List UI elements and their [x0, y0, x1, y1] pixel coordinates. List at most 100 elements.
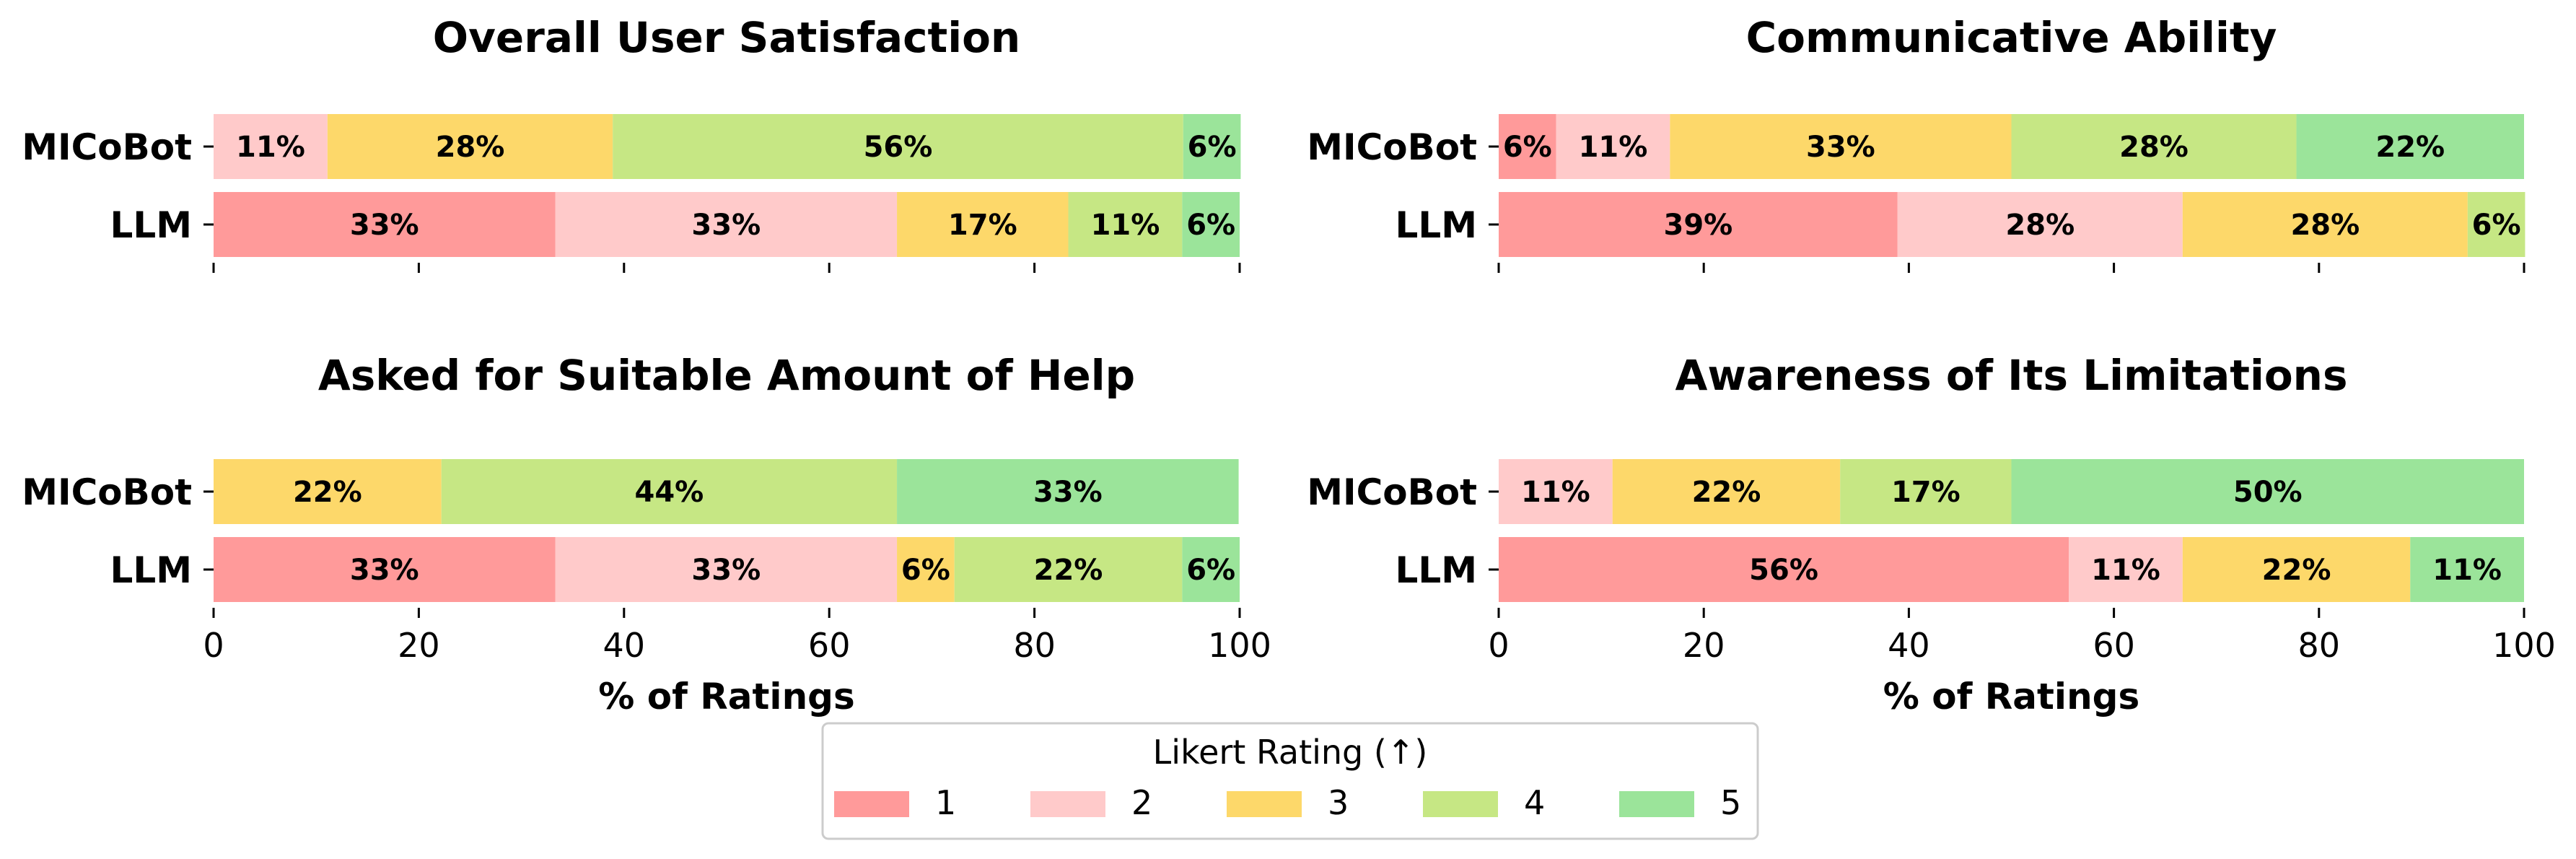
category-label: MICoBot	[1307, 126, 1477, 168]
bar-data-label: 11%	[1579, 131, 1648, 164]
chart-panel: Overall User Satisfaction 11% 28% 56% 6% MICo…	[22, 13, 1241, 273]
bar-data-label: 11%	[1091, 209, 1160, 242]
legend-swatch	[1227, 791, 1302, 817]
bar-data-label: 11%	[236, 131, 305, 164]
x-tick-label: 60	[2093, 626, 2135, 665]
bar-data-label: 33%	[350, 554, 419, 587]
bar-segment	[897, 459, 1239, 524]
category-label: MICoBot	[1307, 471, 1477, 513]
chart-title: Overall User Satisfaction	[433, 13, 1020, 62]
legend-label: 2	[1131, 783, 1152, 822]
bar-segment	[1499, 459, 1613, 524]
x-tick-label: 0	[1488, 626, 1509, 665]
bar-segment	[1612, 459, 1841, 524]
category-label: LLM	[110, 204, 192, 246]
bar-segment	[214, 114, 328, 179]
x-axis-label: % of Ratings	[598, 676, 854, 718]
x-axis-label: % of Ratings	[1883, 676, 2139, 718]
chart-panel: Asked for Suitable Amount of Help 22% 44% 3…	[22, 351, 1271, 718]
bar-segment	[214, 459, 442, 524]
bar-segment	[327, 114, 613, 179]
bar-segment	[555, 192, 898, 257]
x-tick-label: 60	[808, 626, 851, 665]
chart-title: Asked for Suitable Amount of Help	[318, 351, 1135, 400]
x-tick-label: 20	[398, 626, 440, 665]
x-tick-label: 100	[2492, 626, 2556, 665]
bar-data-label: 22%	[2375, 131, 2445, 164]
bar-data-label: 28%	[2119, 131, 2189, 164]
x-tick-label: 80	[2298, 626, 2341, 665]
bar-data-label: 56%	[1749, 554, 1818, 587]
bar-data-label: 11%	[2091, 554, 2160, 587]
bar-segment	[897, 192, 1069, 257]
category-label: LLM	[110, 549, 192, 591]
bar-segment	[1840, 459, 2012, 524]
bar-segment	[1670, 114, 2012, 179]
bar-segment	[214, 537, 556, 602]
bar-data-label: 17%	[948, 209, 1017, 242]
bar-segment	[2011, 459, 2524, 524]
bar-segment	[1183, 114, 1241, 179]
bar-segment	[2182, 537, 2411, 602]
bar-data-label: 56%	[864, 131, 933, 164]
legend-label: 1	[935, 783, 956, 822]
bar-segment	[613, 114, 1183, 179]
x-tick-label: 20	[1683, 626, 1725, 665]
bar-segment	[897, 537, 955, 602]
category-label: MICoBot	[22, 471, 192, 513]
chart-panel: Awareness of Its Limitations 11% 22% 17% 50%…	[1307, 351, 2556, 718]
bar-data-label: 28%	[436, 131, 505, 164]
legend-swatch	[1619, 791, 1694, 817]
bar-segment	[1068, 192, 1183, 257]
bar-data-label: 17%	[1891, 476, 1961, 509]
bar-segment	[1499, 192, 1898, 257]
bar-segment	[2011, 114, 2297, 179]
bar-data-label: 28%	[2290, 209, 2360, 242]
bar-segment	[2296, 114, 2524, 179]
bar-data-label: 44%	[634, 476, 704, 509]
bar-segment	[214, 192, 556, 257]
bar-data-label: 11%	[2432, 554, 2502, 587]
legend: Likert Rating (↑) 1 2 3 4 5	[821, 722, 1759, 840]
bar-data-label: 22%	[2262, 554, 2331, 587]
bar-segment	[1499, 537, 2069, 602]
bar-data-label: 6%	[1503, 131, 1552, 164]
bar-data-label: 22%	[1692, 476, 1761, 509]
chart-title: Awareness of Its Limitations	[1675, 351, 2348, 400]
x-tick-label: 40	[603, 626, 646, 665]
bar-data-label: 11%	[1521, 476, 1590, 509]
chart-panels: Overall User Satisfaction 11% 28% 56% 6% MICo…	[22, 13, 2556, 718]
legend-entries: 1 2 3 4 5	[834, 783, 1741, 822]
bar-data-label: 33%	[1806, 131, 1875, 164]
bar-segment	[2410, 537, 2524, 602]
legend-label: 3	[1328, 783, 1349, 822]
legend-label: 5	[1720, 783, 1741, 822]
bar-data-label: 6%	[901, 554, 950, 587]
legend-label: 4	[1524, 783, 1545, 822]
x-tick-label: 40	[1888, 626, 1930, 665]
bar-segment	[555, 537, 898, 602]
legend-swatch	[834, 791, 909, 817]
bar-data-label: 22%	[1034, 554, 1103, 587]
bar-segment	[441, 459, 898, 524]
bar-segment	[1182, 192, 1240, 257]
bar-data-label: 22%	[293, 476, 362, 509]
bar-data-label: 33%	[1033, 476, 1103, 509]
chart-panel: Communicative Ability 6% 11% 33% 28% 22% MICoB…	[1307, 13, 2525, 273]
bar-data-label: 33%	[691, 209, 761, 242]
category-label: MICoBot	[22, 126, 192, 168]
bar-segment	[1556, 114, 1670, 179]
bar-data-label: 6%	[1188, 131, 1237, 164]
chart-title: Communicative Ability	[1746, 13, 2277, 62]
x-tick-label: 80	[1013, 626, 1056, 665]
x-tick-label: 100	[1208, 626, 1271, 665]
bar-data-label: 39%	[1664, 209, 1733, 242]
bar-segment	[1182, 537, 1240, 602]
legend-swatch	[1030, 791, 1105, 817]
bar-data-label: 33%	[350, 209, 419, 242]
bar-data-label: 33%	[691, 554, 761, 587]
bar-segment	[1499, 114, 1556, 179]
bar-data-label: 6%	[2472, 209, 2521, 242]
bar-segment	[2182, 192, 2468, 257]
